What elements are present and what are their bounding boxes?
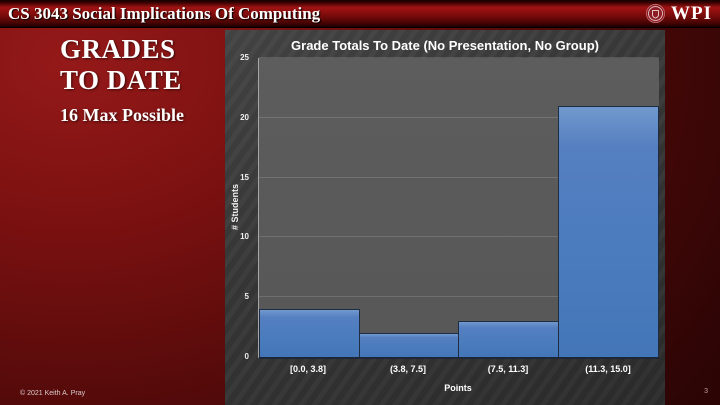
- chart-title: Grade Totals To Date (No Presentation, N…: [291, 38, 599, 53]
- gridline: [259, 296, 659, 298]
- y-tick-label: 10: [240, 232, 249, 242]
- bars: [259, 58, 659, 357]
- gridline: [259, 176, 659, 178]
- gridline: [259, 116, 659, 118]
- plot-area: [258, 57, 659, 359]
- y-tick-label: 5: [244, 292, 249, 302]
- gridline: [259, 236, 659, 238]
- wpi-seal-icon: [645, 3, 666, 24]
- y-tick-label: 25: [240, 53, 249, 62]
- wpi-logo-text: WPI: [671, 2, 712, 24]
- header-bar: CS 3043 Social Implications Of Computing…: [0, 0, 720, 28]
- y-axis-ticks: 0 5 10 15 20 25: [225, 54, 254, 361]
- y-tick-label: 15: [240, 172, 249, 182]
- x-tick-label: (11.3, 15.0]: [585, 364, 631, 374]
- slide-title: GRADES TO DATE: [60, 34, 182, 95]
- histogram-bar-2: [358, 333, 460, 357]
- slide-title-line-2: TO DATE: [60, 64, 182, 95]
- course-title: CS 3043 Social Implications Of Computing: [8, 3, 321, 23]
- slide-title-line-1: GRADES: [60, 34, 176, 64]
- copyright: © 2021 Keith A. Pray: [20, 390, 86, 397]
- y-tick-label: 20: [240, 112, 249, 122]
- page-number: 3: [704, 388, 708, 395]
- gridline: [259, 57, 659, 58]
- x-axis-title: Points: [444, 383, 472, 393]
- x-tick-label: [0.0, 3.8]: [289, 364, 327, 374]
- histogram-bar-4: [557, 105, 659, 357]
- x-tick-label: (3.8, 7.5]: [389, 364, 427, 374]
- y-tick-label: 0: [244, 352, 249, 361]
- chart-panel: Grade Totals To Date (No Presentation, N…: [225, 30, 665, 405]
- wpi-logo: WPI: [645, 0, 712, 27]
- x-axis-labels: [0.0, 3.8] (3.8, 7.5] (7.5, 11.3] (11.3, 15…: [258, 364, 658, 374]
- histogram-bar-3: [458, 321, 560, 357]
- x-tick-label: (7.5, 11.3]: [487, 364, 529, 374]
- histogram-bar-1: [259, 309, 361, 357]
- slide-subtitle: 16 Max Possible: [60, 105, 184, 125]
